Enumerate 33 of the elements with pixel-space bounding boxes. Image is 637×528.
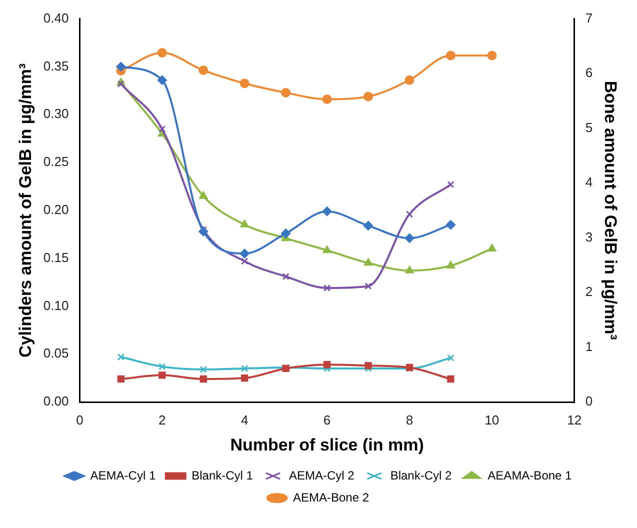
y2-tick-label: 2 <box>585 284 593 300</box>
legend-label: Blank-Cyl 2 <box>390 468 452 482</box>
y-tick-label: 0.40 <box>43 10 69 26</box>
x-tick-label: 12 <box>567 412 582 428</box>
x-tick-label: 0 <box>76 412 84 428</box>
x-tick-label: 8 <box>406 412 414 428</box>
y2-tick-label: 4 <box>585 174 593 190</box>
y2-tick-label: 0 <box>585 394 593 409</box>
y-axis-title: Cylinders amount of GelB in µg/mm³ <box>16 63 35 358</box>
x-tick-label: 2 <box>158 412 166 428</box>
y-tick-label: 0.00 <box>43 394 69 409</box>
y2-tick-label: 6 <box>585 65 593 80</box>
x-tick-label: 4 <box>240 412 248 428</box>
y-tick-label: 0.10 <box>43 298 69 313</box>
y2-tick-label: 7 <box>585 10 593 26</box>
x-axis-title: Number of slice (in mm) <box>230 435 424 454</box>
y2-tick-label: 3 <box>585 229 593 244</box>
y-tick-label: 0.20 <box>43 202 69 217</box>
y2-tick-label: 5 <box>585 120 593 135</box>
x-tick-label: 6 <box>323 412 331 428</box>
legend-label: AEAMA-Bone 1 <box>488 468 572 482</box>
y-tick-label: 0.35 <box>43 58 69 74</box>
x-tick-label: 10 <box>484 412 500 428</box>
legend-label: AEMA-Cyl 2 <box>288 468 355 482</box>
legend-label: AEMA-Bone 2 <box>292 490 370 504</box>
y-tick-label: 0.05 <box>43 346 69 361</box>
y-tick-label: 0.25 <box>43 154 69 170</box>
y-tick-label: 0.15 <box>43 250 69 265</box>
y2-tick-label: 1 <box>585 338 593 354</box>
y-tick-label: 0.30 <box>43 106 69 122</box>
legend-label: Blank-Cyl 1 <box>192 468 254 482</box>
y2-axis-title: Bone amount of GelB in µg/mm³ <box>601 80 620 340</box>
legend-label: AEMA-Cyl 1 <box>90 468 156 482</box>
